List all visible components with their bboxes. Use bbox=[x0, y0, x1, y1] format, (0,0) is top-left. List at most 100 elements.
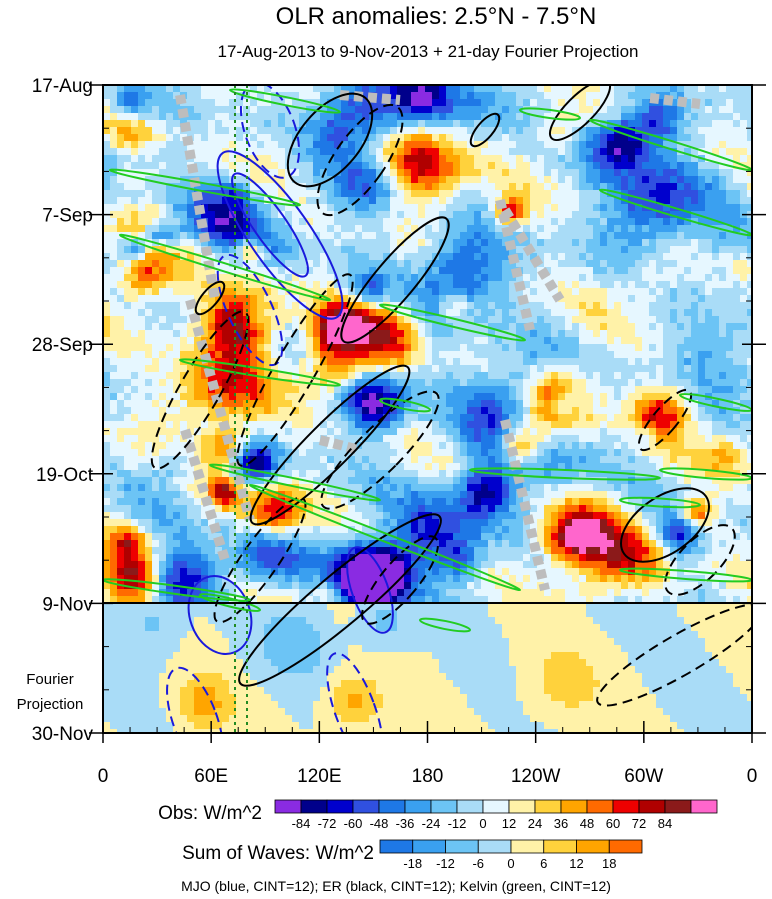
field-cell bbox=[642, 127, 650, 135]
field-cell bbox=[663, 295, 671, 303]
field-cell bbox=[670, 316, 678, 324]
field-cell bbox=[215, 218, 223, 226]
field-cell bbox=[292, 330, 300, 338]
field-cell bbox=[411, 309, 419, 317]
field-cell bbox=[656, 232, 664, 240]
field-cell bbox=[208, 351, 216, 359]
field-cell bbox=[586, 358, 594, 366]
field-cell bbox=[747, 183, 752, 191]
field-cell bbox=[439, 197, 447, 205]
field-cell bbox=[586, 106, 594, 114]
field-cell bbox=[565, 372, 573, 380]
field-cell bbox=[348, 204, 356, 212]
field-cell bbox=[649, 211, 657, 219]
field-cell bbox=[390, 176, 398, 184]
field-cell bbox=[201, 379, 209, 387]
field-cell bbox=[628, 141, 636, 149]
field-cell bbox=[215, 106, 223, 114]
field-cell bbox=[642, 309, 650, 317]
field-cell bbox=[194, 155, 202, 163]
field-cell bbox=[565, 414, 573, 422]
field-cell bbox=[404, 288, 412, 296]
field-cell bbox=[642, 190, 650, 198]
field-cell bbox=[642, 302, 650, 310]
field-cell bbox=[348, 239, 356, 247]
field-cell bbox=[152, 106, 160, 114]
field-cell bbox=[306, 218, 314, 226]
field-cell bbox=[579, 211, 587, 219]
field-cell bbox=[166, 393, 174, 401]
field-cell bbox=[215, 211, 223, 219]
field-cell bbox=[712, 337, 720, 345]
field-cell bbox=[642, 246, 650, 254]
field-cell bbox=[425, 330, 433, 338]
field-cell bbox=[201, 211, 209, 219]
field-cell bbox=[159, 99, 167, 107]
field-cell bbox=[628, 155, 636, 163]
field-cell bbox=[635, 253, 643, 261]
field-cell bbox=[117, 134, 125, 142]
field-cell bbox=[166, 127, 174, 135]
field-cell bbox=[250, 393, 258, 401]
field-cell bbox=[446, 449, 454, 457]
field-cell bbox=[376, 260, 384, 268]
field-cell bbox=[306, 281, 314, 289]
field-cell bbox=[565, 183, 573, 191]
field-cell bbox=[243, 127, 251, 135]
field-cell bbox=[124, 155, 132, 163]
field-cell bbox=[719, 99, 727, 107]
field-cell bbox=[453, 134, 461, 142]
field-cell bbox=[341, 106, 349, 114]
field-cell bbox=[495, 225, 503, 233]
field-cell bbox=[656, 407, 664, 415]
field-cell bbox=[285, 330, 293, 338]
field-cell bbox=[425, 337, 433, 345]
field-cell bbox=[628, 197, 636, 205]
field-cell bbox=[551, 337, 559, 345]
field-cell bbox=[173, 106, 181, 114]
field-cell bbox=[726, 281, 734, 289]
field-cell bbox=[348, 218, 356, 226]
field-cell bbox=[369, 309, 377, 317]
field-cell bbox=[222, 365, 230, 373]
field-cell bbox=[670, 190, 678, 198]
field-cell bbox=[257, 141, 265, 149]
field-cell bbox=[250, 442, 258, 450]
field-cell bbox=[509, 134, 517, 142]
field-cell bbox=[537, 330, 545, 338]
field-cell bbox=[292, 239, 300, 247]
field-cell bbox=[649, 155, 657, 163]
field-cell bbox=[572, 449, 580, 457]
field-cell bbox=[397, 155, 405, 163]
field-cell bbox=[432, 421, 440, 429]
field-cell bbox=[187, 337, 195, 345]
field-cell bbox=[495, 162, 503, 170]
field-cell bbox=[558, 379, 566, 387]
field-cell bbox=[404, 197, 412, 205]
field-cell bbox=[362, 246, 370, 254]
field-cell bbox=[460, 309, 468, 317]
field-cell bbox=[628, 309, 636, 317]
field-cell bbox=[691, 267, 699, 275]
field-cell bbox=[488, 204, 496, 212]
field-cell bbox=[404, 85, 412, 93]
field-cell bbox=[257, 120, 265, 128]
field-cell bbox=[593, 169, 601, 177]
field-cell bbox=[719, 309, 727, 317]
field-cell bbox=[740, 92, 748, 100]
field-cell bbox=[481, 162, 489, 170]
field-cell bbox=[579, 92, 587, 100]
field-cell bbox=[684, 260, 692, 268]
field-cell bbox=[334, 330, 342, 338]
field-cell bbox=[712, 414, 720, 422]
field-cell bbox=[285, 134, 293, 142]
field-cell bbox=[712, 204, 720, 212]
field-cell bbox=[747, 316, 752, 324]
field-cell bbox=[124, 295, 132, 303]
field-cell bbox=[453, 225, 461, 233]
field-cell bbox=[278, 113, 286, 121]
field-cell bbox=[145, 99, 153, 107]
field-cell bbox=[446, 253, 454, 261]
field-cell bbox=[663, 106, 671, 114]
field-cell bbox=[152, 190, 160, 198]
